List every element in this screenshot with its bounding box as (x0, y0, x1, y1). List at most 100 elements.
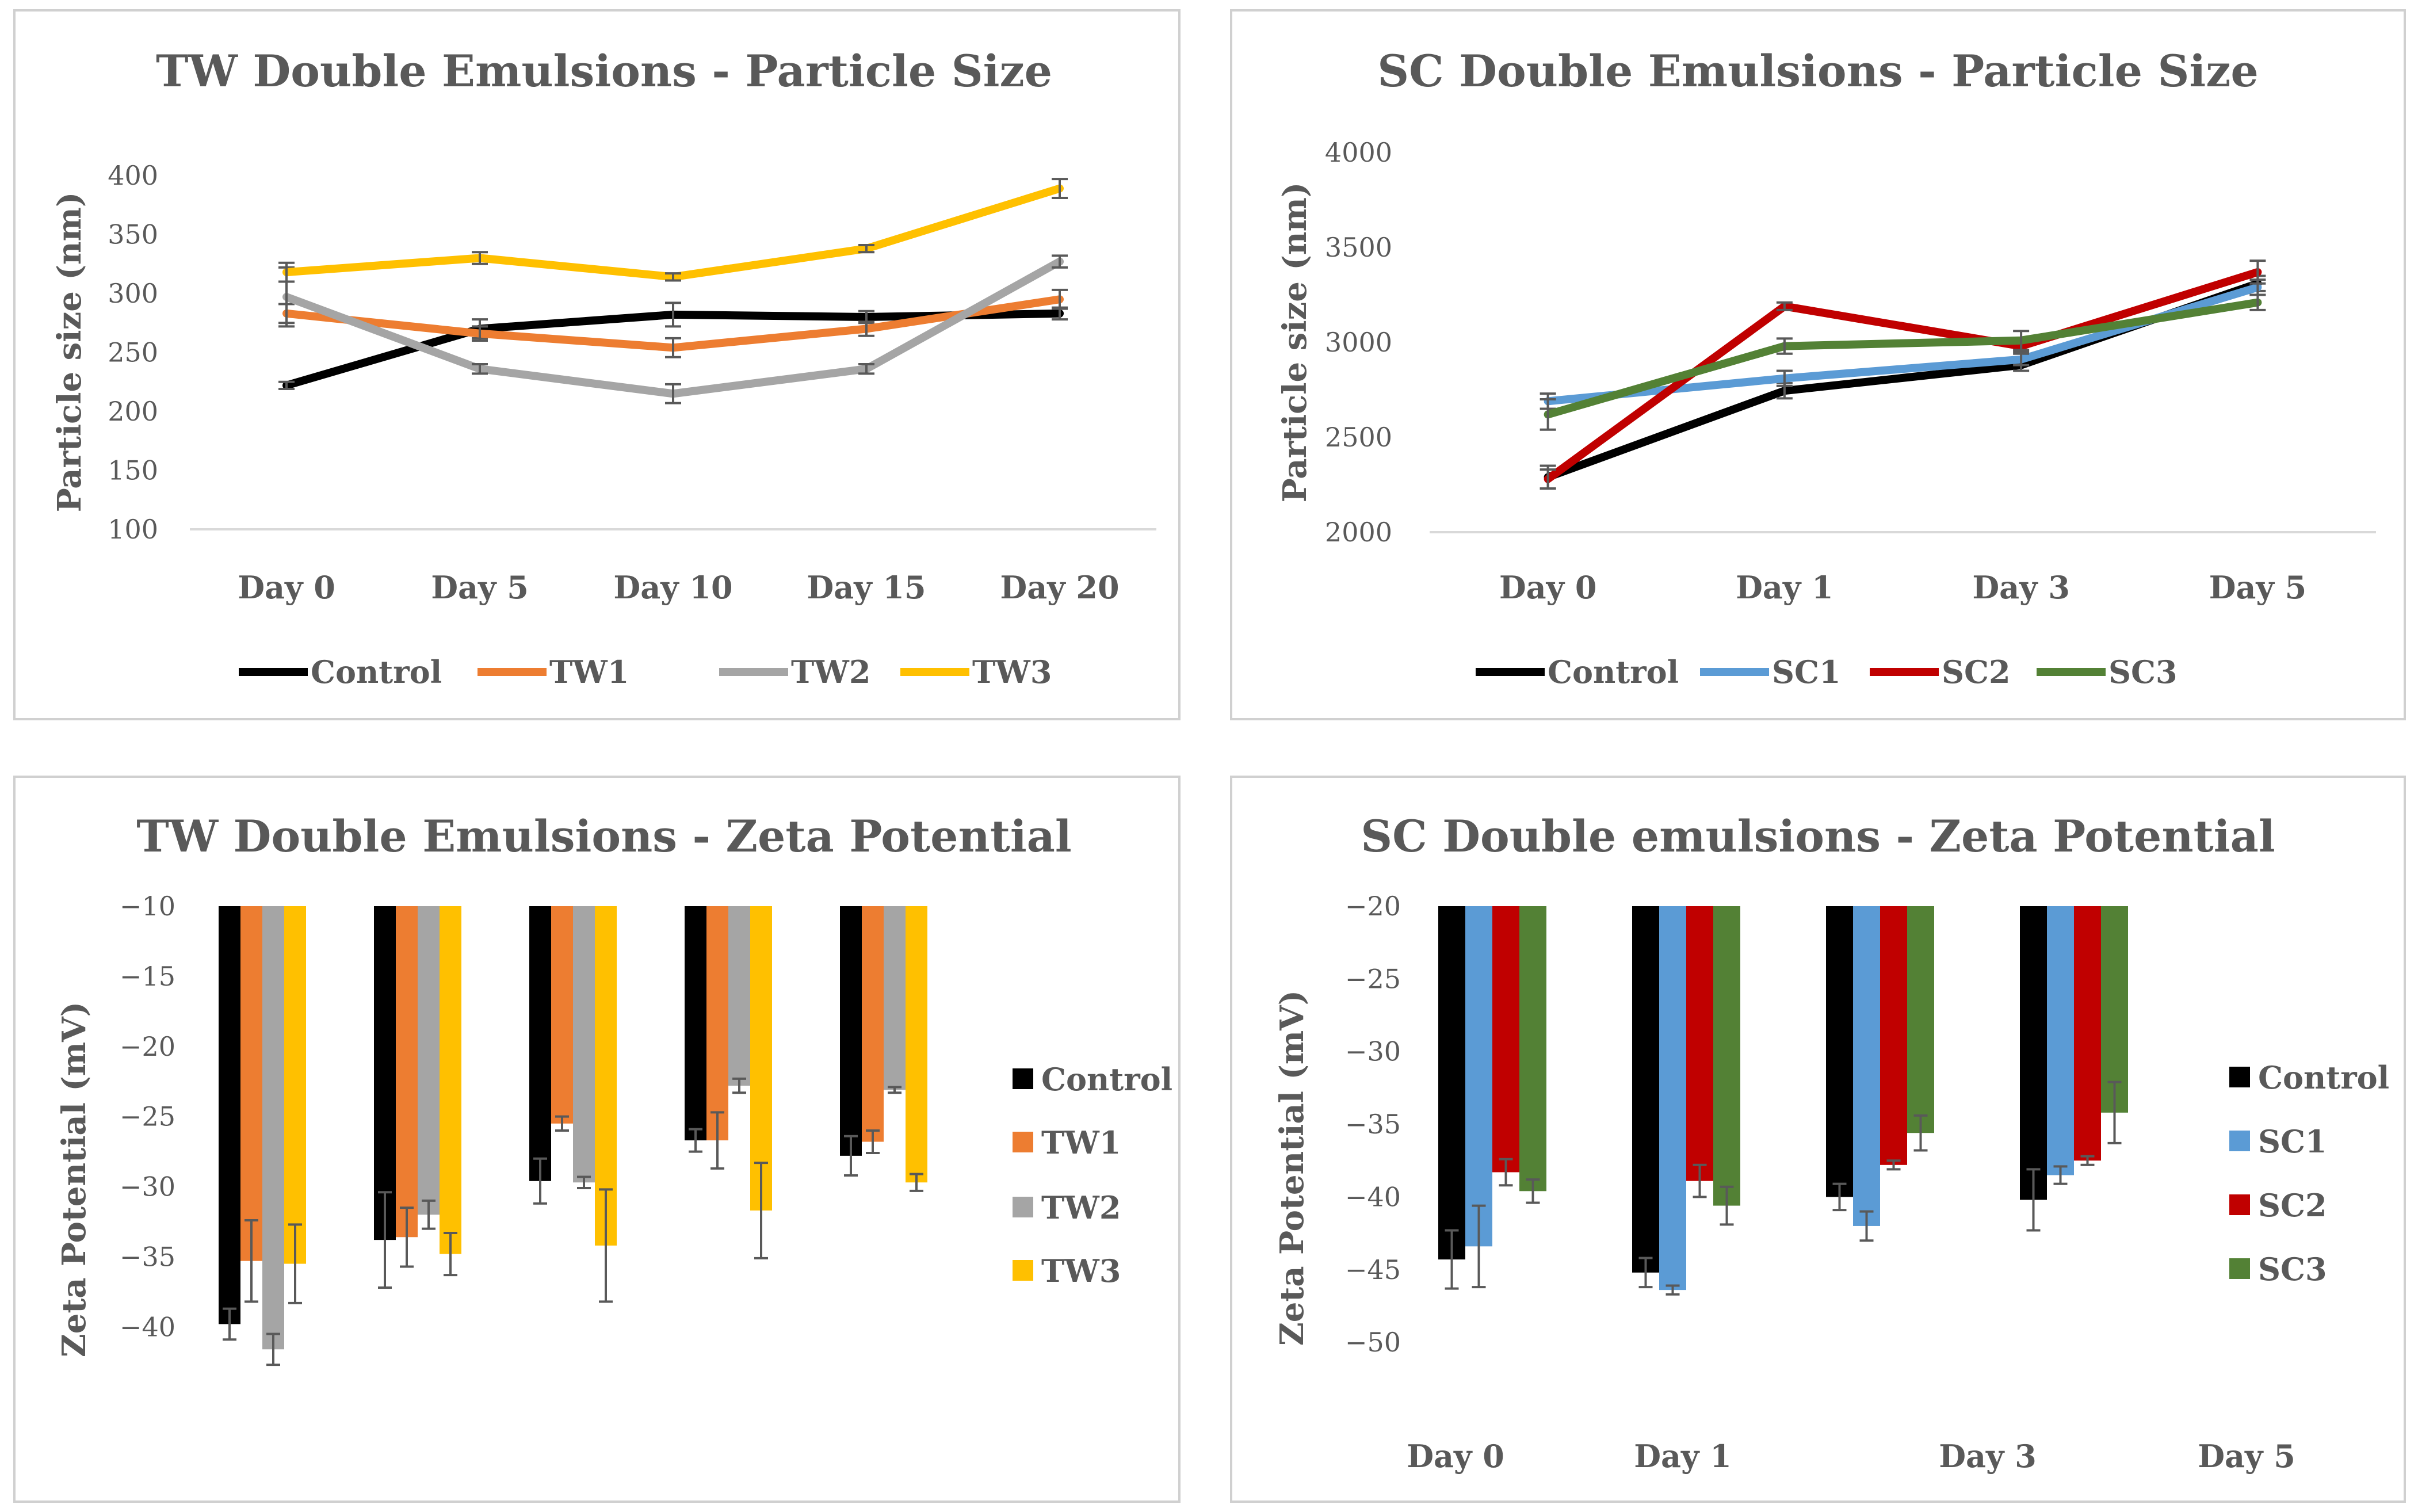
bar-control (1826, 906, 1853, 1197)
y-tick-label: 3000 (1325, 327, 1392, 358)
x-tick-label: Day 0 (238, 569, 335, 606)
x-tick-label: Day 15 (807, 569, 926, 606)
chart-panel-4: SC Double emulsions - Zeta Potential −20 −… (1230, 776, 2406, 1503)
y-axis-label: Particle size (nm) (51, 192, 89, 513)
y-tick-label: 200 (108, 396, 158, 427)
chart-title: TW Double Emulsions - Zeta Potential (136, 811, 1072, 862)
x-tick-label: Day 1 (1736, 569, 1833, 606)
chart-panel-1: TW Double Emulsions - Particle Size 100 15… (13, 9, 1181, 720)
x-tick-label: Day 5 (431, 569, 529, 606)
bar-tw1 (706, 906, 728, 1141)
legend-label: SC1 (1772, 654, 1841, 690)
bar-sc2 (1492, 906, 1519, 1173)
legend-label: Control (1548, 654, 1679, 690)
bar-control (2020, 906, 2047, 1200)
legend-label: TW1 (549, 654, 629, 690)
bar-sc3 (2101, 906, 2128, 1113)
bar-control (685, 906, 706, 1141)
x-tick-label: Day 1 (1634, 1438, 1732, 1475)
bar-sc1 (2047, 906, 2074, 1175)
bar-tw2 (728, 906, 750, 1086)
y-tick-label: −40 (1345, 1181, 1401, 1212)
legend-swatch (2229, 1258, 2250, 1279)
y-tick-label: −40 (120, 1311, 175, 1342)
y-axis-label: Particle size (nm) (1276, 182, 1314, 503)
x-tick-label: Day 10 (613, 569, 732, 606)
bar-control (374, 906, 396, 1240)
y-tick-label: −10 (120, 891, 175, 922)
chart-frame (13, 9, 1181, 720)
bar-sc3 (1519, 906, 1546, 1192)
x-tick-label: Day 5 (2198, 1438, 2295, 1475)
bar-tw1 (240, 906, 262, 1261)
y-tick-label: −25 (120, 1101, 175, 1132)
series-line-sc2 (1544, 268, 2262, 483)
chart-panel-3: TW Double Emulsions - Zeta Potential −10 −… (13, 776, 1181, 1503)
legend-label: TW2 (1041, 1189, 1121, 1226)
bar-tw2 (262, 906, 284, 1350)
x-tick-label: Day 3 (1939, 1438, 2037, 1475)
legend-label: TW2 (791, 654, 870, 690)
legend-label: TW1 (1041, 1124, 1121, 1161)
y-tick-label: −50 (1345, 1327, 1401, 1358)
chart-panel-2: SC Double Emulsions - Particle Size 2000 2… (1230, 9, 2406, 720)
legend-swatch (1013, 1260, 1033, 1281)
y-tick-label: −45 (1345, 1254, 1401, 1285)
bar-control (1632, 906, 1659, 1273)
bar-control (529, 906, 551, 1181)
legend-swatch (2229, 1067, 2250, 1087)
series-line-sc3 (1544, 298, 2262, 419)
bar-tw1 (862, 906, 884, 1142)
bar-sc2 (2074, 906, 2101, 1161)
bar-sc2 (1686, 906, 1713, 1181)
bar-tw1 (551, 906, 573, 1124)
bar-tw3 (440, 906, 461, 1254)
bar-control (1438, 906, 1465, 1260)
y-tick-label: −25 (1345, 963, 1401, 994)
bar-tw2 (418, 906, 440, 1215)
legend-label: Control (311, 654, 442, 690)
y-tick-label: 2500 (1325, 422, 1392, 453)
y-tick-label: 300 (108, 278, 158, 309)
y-tick-label: 3500 (1325, 232, 1392, 263)
y-tick-label: −30 (1345, 1036, 1401, 1067)
x-tick-label: Day 5 (2209, 569, 2307, 606)
y-tick-label: 350 (108, 219, 158, 250)
y-tick-label: 100 (108, 514, 158, 545)
y-tick-label: −20 (1345, 891, 1401, 922)
y-tick-label: −35 (1345, 1109, 1401, 1140)
legend-label: SC3 (2108, 654, 2178, 690)
legend-label: SC2 (1942, 654, 2011, 690)
bar-sc3 (1907, 906, 1934, 1133)
bar-control (219, 906, 240, 1324)
legend-swatch (1013, 1068, 1033, 1089)
x-tick-label: Day 3 (1972, 569, 2070, 606)
legend-swatch (2229, 1131, 2250, 1151)
bar-sc1 (1853, 906, 1880, 1226)
y-tick-label: −20 (120, 1031, 175, 1062)
legend-swatch (1013, 1197, 1033, 1217)
y-axis-label: Zeta Potential (mV) (55, 1002, 93, 1357)
legend-label: TW3 (1041, 1253, 1121, 1289)
legend-label: SC1 (2258, 1123, 2327, 1160)
chart-title: SC Double emulsions - Zeta Potential (1361, 811, 2275, 862)
bar-tw2 (884, 906, 906, 1090)
x-tick-label: Day 0 (1407, 1438, 1504, 1475)
legend-label: SC2 (2258, 1187, 2327, 1224)
legend-label: SC3 (2258, 1251, 2327, 1288)
y-tick-label: −35 (120, 1241, 175, 1272)
legend-label: Control (1041, 1061, 1172, 1098)
x-tick-label: Day 20 (1000, 569, 1119, 606)
chart-title: SC Double Emulsions - Particle Size (1377, 45, 2258, 97)
y-tick-label: 4000 (1325, 137, 1392, 168)
bar-sc3 (1713, 906, 1740, 1206)
chart-title: TW Double Emulsions - Particle Size (156, 45, 1052, 97)
y-tick-label: −30 (120, 1171, 175, 1202)
x-tick-label: Day 0 (1499, 569, 1597, 606)
bar-sc2 (1880, 906, 1907, 1165)
bar-sc1 (1465, 906, 1492, 1247)
bar-tw1 (396, 906, 418, 1238)
bar-tw2 (573, 906, 595, 1183)
y-axis-label: Zeta Potential (mV) (1273, 990, 1311, 1346)
bar-tw3 (284, 906, 306, 1264)
